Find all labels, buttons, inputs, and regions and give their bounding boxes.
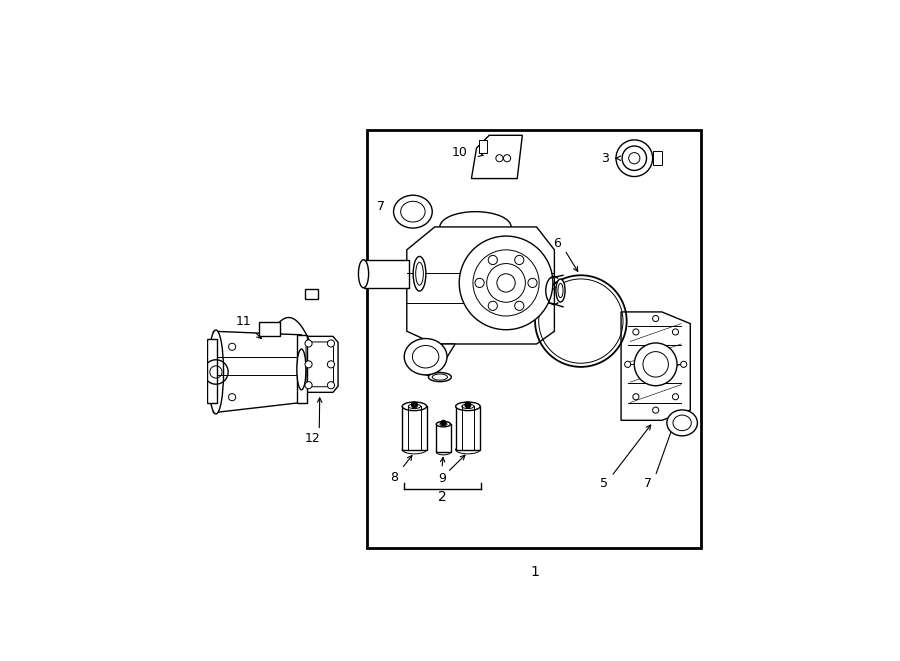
Circle shape [652,315,659,322]
Text: 10: 10 [452,145,467,159]
Circle shape [634,343,677,386]
Text: 5: 5 [599,477,608,490]
Circle shape [680,362,687,368]
Bar [297,335,307,403]
Polygon shape [213,331,302,412]
Ellipse shape [402,446,427,454]
Circle shape [328,361,335,368]
Text: 12: 12 [305,432,320,445]
Polygon shape [425,344,455,377]
Circle shape [652,407,659,413]
Ellipse shape [556,279,565,302]
Bar [652,151,662,165]
Bar [305,289,318,299]
Ellipse shape [455,402,480,410]
Text: 9: 9 [438,473,446,485]
Bar [207,339,217,403]
Ellipse shape [436,422,451,427]
Circle shape [328,381,335,389]
Ellipse shape [393,195,432,228]
Bar [402,407,427,449]
Circle shape [229,393,236,401]
Text: 2: 2 [438,490,446,504]
Circle shape [196,343,203,350]
Bar [436,424,451,452]
Circle shape [229,343,236,350]
Ellipse shape [667,410,698,436]
Circle shape [515,255,524,264]
Circle shape [488,301,498,311]
Text: 4: 4 [518,251,526,264]
Circle shape [411,402,418,408]
Circle shape [305,340,312,347]
Circle shape [475,278,484,288]
Ellipse shape [402,402,427,410]
Bar [479,140,487,153]
Bar [259,322,280,336]
Text: 8: 8 [390,471,398,484]
Circle shape [328,340,335,347]
Circle shape [625,362,631,368]
Circle shape [515,301,524,311]
Ellipse shape [413,256,426,291]
Circle shape [305,381,312,389]
Bar [367,130,701,547]
Ellipse shape [455,446,480,454]
Text: 3: 3 [601,152,609,165]
Ellipse shape [436,449,451,455]
Circle shape [528,278,537,288]
Circle shape [496,155,503,162]
Ellipse shape [297,349,306,390]
Circle shape [196,393,203,401]
Circle shape [464,402,471,408]
Bar [455,407,480,449]
Ellipse shape [358,260,369,288]
Circle shape [672,394,679,400]
Text: 7: 7 [644,477,652,490]
Circle shape [488,255,498,264]
Circle shape [633,329,639,335]
Text: 7: 7 [377,200,385,213]
Text: 6: 6 [553,237,561,251]
Ellipse shape [428,373,451,381]
Polygon shape [302,336,338,393]
Text: 11: 11 [236,315,252,328]
Polygon shape [407,227,554,344]
Ellipse shape [404,338,447,375]
Circle shape [633,394,639,400]
Circle shape [459,236,553,330]
Circle shape [672,329,679,335]
Polygon shape [621,312,690,420]
Circle shape [305,361,312,368]
Ellipse shape [208,330,223,414]
Circle shape [503,155,510,162]
Circle shape [441,420,446,425]
Text: 1: 1 [531,565,539,579]
Bar [364,260,410,288]
